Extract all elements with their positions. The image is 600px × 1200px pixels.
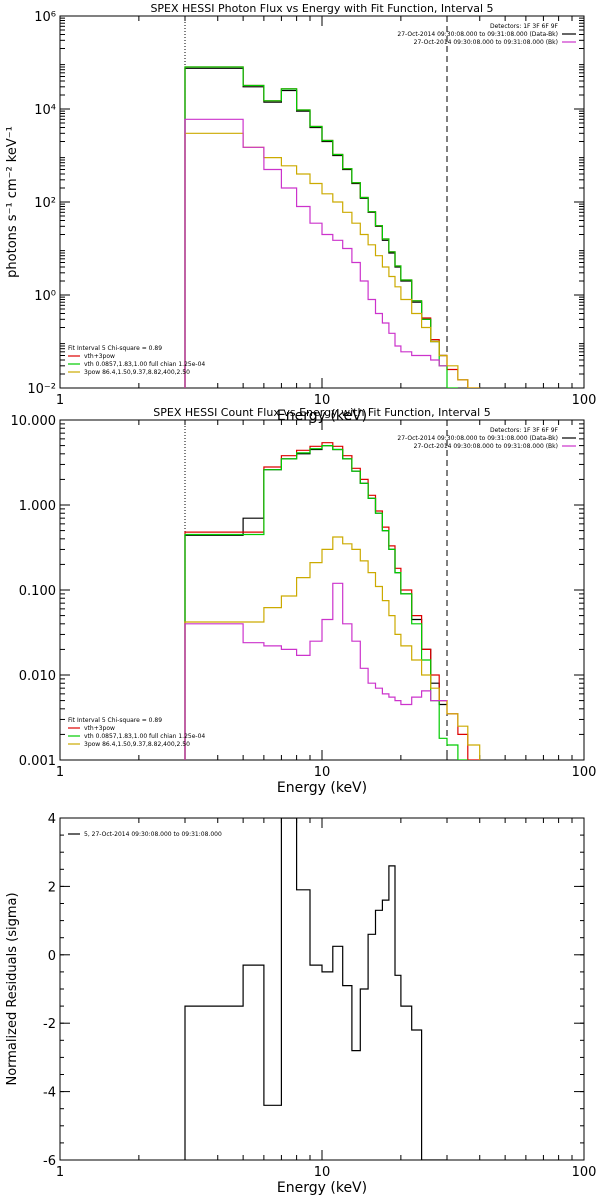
legend-bottom-text: vth+3pow: [84, 725, 115, 732]
y-tick-label: 0.100: [19, 584, 56, 599]
x-tick-label: 1: [56, 393, 64, 408]
legend-top-text: 27-Oct-2014 09:30:08.000 to 09:31:08.000…: [397, 435, 558, 442]
y-tick-label: -6: [43, 1154, 56, 1169]
legend-bottom-text: vth+3pow: [84, 353, 115, 360]
legend-bottom-text: 3pow 86.4,1.50,9.37,8.82,400,2.50: [84, 741, 190, 748]
legend-bottom-text: 3pow 86.4,1.50,9.37,8.82,400,2.50: [84, 369, 190, 376]
y-tick-label: -2: [43, 1017, 56, 1032]
chart-panel-3: 1 10 100 Energy (keV) -6 -4 -2 0 2 4 Normalized Re…: [5, 812, 596, 1196]
chart-panel-1: SPEX HESSI Photon Flux vs Energy with Fi…: [5, 2, 596, 424]
y-tick-label: 10⁶: [34, 10, 56, 25]
series-group: [184, 442, 481, 760]
legend-top-text: 27-Oct-2014 09:30:08.000 to 09:31:08.000…: [414, 443, 558, 450]
series-line-vth: [184, 445, 468, 760]
series-line-bk: [184, 582, 447, 760]
legend-bottom-text: vth 0.0857,1.83,1.00 full chian 1.25e-04: [84, 733, 205, 740]
y-axis-label: photons s⁻¹ cm⁻² keV⁻¹: [5, 126, 20, 278]
y-tick-label: 10.000: [11, 414, 57, 429]
legend-top-text: Detectors: 1F 3F 6F 9F: [490, 427, 559, 434]
y-tick-label: 4: [48, 812, 56, 827]
series-group: [184, 66, 480, 388]
x-tick-label: 10: [314, 1165, 331, 1180]
x-tick-label: 100: [572, 393, 597, 408]
x-tick-label: 1: [56, 1165, 64, 1180]
y-axis-label: Normalized Residuals (sigma): [5, 892, 20, 1085]
series-line-bk: [184, 118, 447, 388]
y-tick-label: -4: [43, 1086, 56, 1101]
legend-top-text: 27-Oct-2014 09:30:08.000 to 09:31:08.000…: [414, 39, 558, 46]
plot-frame: [59, 817, 585, 1161]
chart-panel-2: SPEX HESSI Count Flux vs Energy with Fit…: [11, 406, 597, 796]
plot-frame: [59, 419, 585, 761]
y-tick-label: 0.001: [19, 754, 56, 769]
y-tick-label: 1.000: [19, 499, 56, 514]
legend-bottom-text: Fit Interval 5 Chi-square = 0.89: [68, 717, 162, 724]
y-tick-label: 0.010: [19, 669, 56, 684]
legend-bottom-text: Fit Interval 5 Chi-square = 0.89: [68, 345, 162, 352]
series-line-3pow: [184, 536, 481, 760]
legend-top-text: 5, 27-Oct-2014 09:30:08.000 to 09:31:08.…: [84, 831, 222, 838]
series-line-data-bk: [184, 445, 447, 760]
series-line-5-27-oct-2014-09-30-: [184, 818, 447, 1160]
legend-top-text: 27-Oct-2014 09:30:08.000 to 09:31:08.000…: [397, 31, 558, 38]
x-tick-label: 10: [314, 393, 331, 408]
y-tick-label: 10⁴: [34, 103, 56, 118]
x-tick-label: 100: [572, 1165, 597, 1180]
series-line-vth-3pow: [184, 66, 480, 388]
chart-title: SPEX HESSI Photon Flux vs Energy with Fi…: [150, 2, 493, 15]
x-axis-label: Energy (keV): [277, 780, 367, 796]
x-tick-label: 10: [314, 765, 331, 780]
series-line-3pow: [184, 132, 480, 388]
y-tick-label: 10⁻²: [27, 382, 56, 397]
x-axis-label: Energy (keV): [277, 1180, 367, 1196]
y-tick-label: 0: [48, 949, 56, 964]
legend-bottom-text: vth 0.0857,1.83,1.00 full chian 1.25e-04: [84, 361, 205, 368]
series-line-vth: [184, 66, 458, 388]
series-line-data-bk: [184, 67, 447, 388]
y-tick-label: 10⁰: [34, 289, 56, 304]
x-tick-label: 100: [572, 765, 597, 780]
legend-top-text: Detectors: 1F 3F 6F 9F: [490, 23, 559, 30]
series-group: [184, 818, 447, 1160]
y-tick-label: 2: [48, 880, 56, 895]
plot-frame: [59, 15, 585, 389]
x-tick-label: 1: [56, 765, 64, 780]
chart-title: SPEX HESSI Count Flux vs Energy with Fit…: [153, 406, 490, 419]
y-tick-label: 10²: [34, 196, 56, 211]
